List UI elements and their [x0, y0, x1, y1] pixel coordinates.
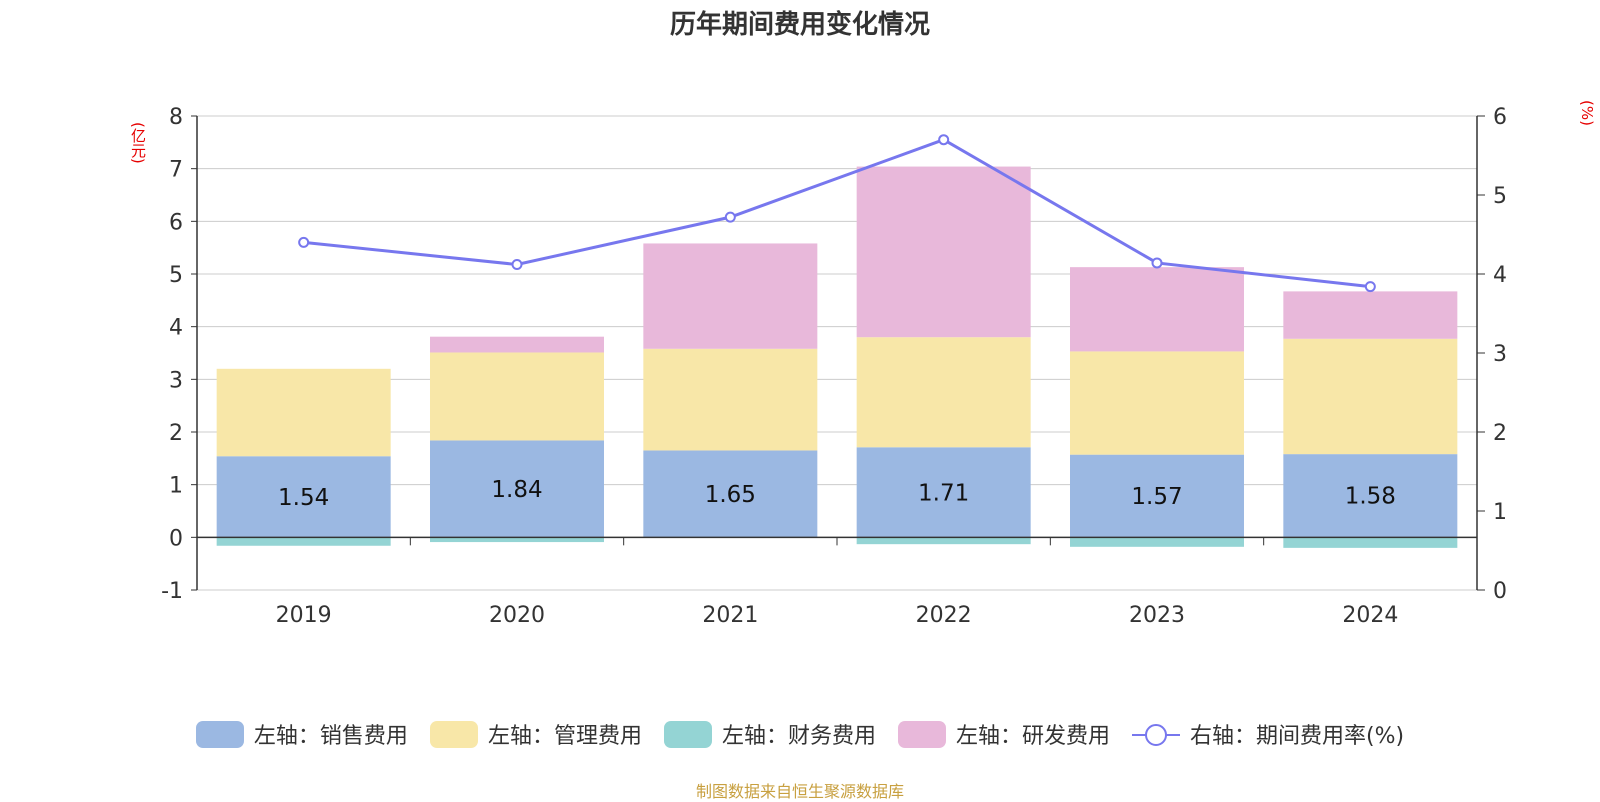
bar-segment-2023-s3	[1070, 267, 1244, 352]
left-tick-label: 2	[169, 421, 183, 446]
x-tick-label-2019: 2019	[276, 603, 332, 628]
right-tick-label: 2	[1493, 421, 1507, 446]
right-tick-label: 1	[1493, 500, 1507, 525]
bar-segment-2020-s3	[430, 336, 604, 353]
rate-point-2023	[1151, 257, 1163, 269]
bar-segment-2019-s0	[216, 456, 391, 538]
x-tick-label-2020: 2020	[489, 603, 545, 628]
bar-segment-2021-s0	[643, 450, 818, 538]
legend-item-finance[interactable]: 左轴：财务费用	[663, 718, 876, 750]
bar-data-label: 1.57	[1131, 484, 1182, 510]
right-tick-label: 6	[1493, 105, 1507, 130]
bar-data-label: 1.54	[278, 485, 329, 511]
source-note: 制图数据来自恒生聚源数据库	[695, 782, 904, 801]
rate-point-2021	[724, 211, 736, 223]
legend-swatch-finance	[663, 720, 712, 748]
bar-segment-2021-s3	[643, 243, 818, 349]
legend-label-finance: 左轴：财务费用	[721, 724, 876, 749]
rate-point-2019	[298, 236, 310, 248]
bar-segment-2021-s1	[643, 348, 818, 451]
right-tick-label: 5	[1493, 184, 1507, 209]
legend-item-rnd[interactable]: 左轴：研发费用	[897, 718, 1110, 750]
bar-segment-2022-s3	[856, 166, 1031, 338]
left-tick-label: 6	[169, 210, 183, 235]
bar-data-label: 1.84	[491, 477, 542, 503]
legend-swatch-admin	[429, 720, 478, 748]
bar-segment-2019-s2	[216, 537, 391, 546]
bar-segment-2023-s2	[1070, 537, 1244, 547]
bar-segment-2020-s2	[430, 537, 604, 543]
bar-segment-2023-s1	[1070, 351, 1244, 455]
x-tick-label-2024: 2024	[1342, 603, 1398, 628]
x-tick-label-2023: 2023	[1129, 603, 1185, 628]
left-tick-label: 7	[169, 158, 183, 183]
rate-point-2022	[938, 134, 950, 146]
right-tick-label: 0	[1493, 579, 1507, 604]
legend-swatch-rnd	[897, 720, 946, 748]
left-tick-label: 0	[169, 526, 183, 551]
chart-canvas: 8 7 6 5 4 3 2 1 0 -1 6 5 4 3 2 1 0 1.54 1.84 1.65 1.71 1.57 1.…	[161, 105, 1507, 628]
right-tick-label: 3	[1493, 342, 1507, 367]
left-tick-label: 3	[169, 368, 183, 393]
legend-swatch-sales	[195, 720, 244, 748]
right-tick-label: 4	[1493, 263, 1507, 288]
left-tick-label: 4	[169, 316, 183, 341]
rate-line	[303, 138, 1371, 289]
bar-segment-2024-s2	[1283, 537, 1458, 548]
bar-segment-2024-s3	[1283, 291, 1458, 339]
bar-data-label: 1.71	[918, 480, 969, 506]
bar-segment-2023-s0	[1070, 454, 1244, 538]
legend-item-sales[interactable]: 左轴：销售费用	[195, 718, 408, 750]
legend-label-rate: 右轴：期间费用率(%)	[1189, 724, 1405, 749]
right-axis-unit: (%)	[1578, 100, 1596, 126]
bar-segment-2020-s0	[430, 440, 604, 538]
bar-data-label: 1.65	[705, 482, 756, 508]
left-tick-label: 5	[169, 263, 183, 288]
legend: 左轴：销售费用 左轴：管理费用 左轴：财务费用 左轴：研发费用 右轴：期间费用率…	[0, 718, 1600, 750]
bar-segment-2022-s2	[856, 537, 1031, 545]
bar-segment-2019-s1	[216, 368, 391, 457]
legend-label-sales: 左轴：销售费用	[253, 724, 408, 749]
x-tick-label-2021: 2021	[702, 603, 758, 628]
bar-segment-2024-s0	[1283, 454, 1458, 538]
left-tick-label: -1	[161, 579, 183, 604]
chart-title: 历年期间费用变化情况	[669, 10, 930, 40]
x-tick-label-2022: 2022	[916, 603, 972, 628]
rate-point-2024	[1364, 281, 1376, 293]
legend-item-admin[interactable]: 左轴：管理费用	[429, 718, 642, 750]
bar-segment-2022-s0	[856, 447, 1031, 538]
legend-label-admin: 左轴：管理费用	[487, 724, 642, 749]
bar-data-label: 1.58	[1345, 484, 1396, 510]
bar-segment-2020-s1	[430, 352, 604, 441]
left-axis-unit: (亿元)	[129, 122, 147, 164]
legend-line-rate-icon	[1131, 723, 1180, 746]
left-tick-label: 1	[169, 474, 183, 499]
bar-segment-2022-s1	[856, 337, 1031, 448]
legend-item-rate[interactable]: 右轴：期间费用率(%)	[1131, 718, 1405, 750]
rate-point-2020	[511, 259, 523, 271]
legend-label-rnd: 左轴：研发费用	[955, 724, 1110, 749]
bar-segment-2024-s1	[1283, 338, 1458, 455]
left-tick-label: 8	[169, 105, 183, 130]
